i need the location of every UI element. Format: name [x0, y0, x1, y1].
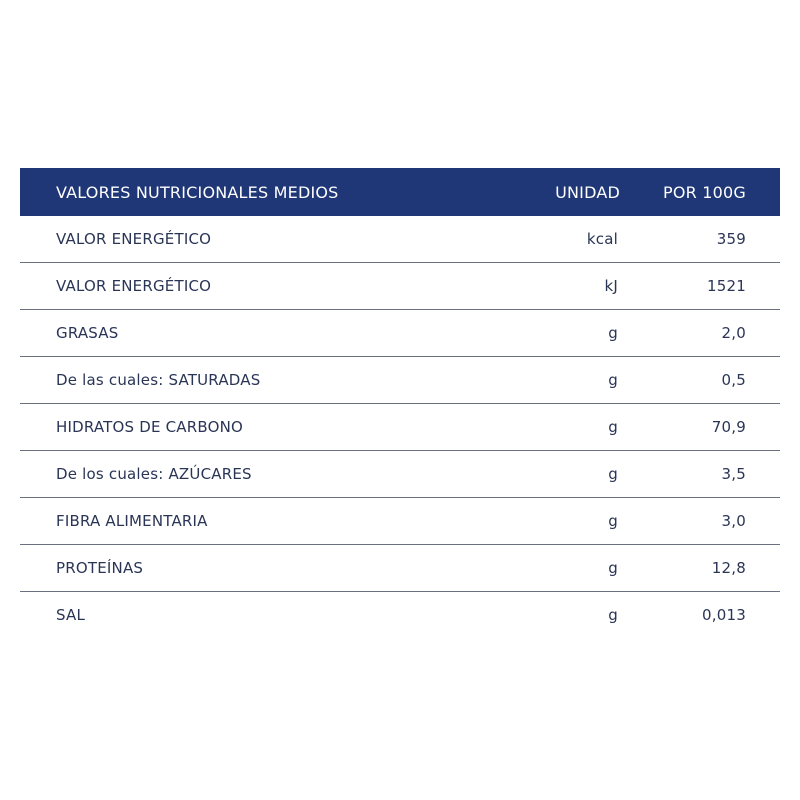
table-row: VALOR ENERGÉTICO kcal 359 [20, 216, 780, 263]
nutrient-unit: g [608, 465, 618, 483]
nutrient-value: 12,8 [711, 559, 746, 577]
table-row: De los cuales: AZÚCARES g 3,5 [20, 451, 780, 498]
nutrient-value: 1521 [707, 277, 746, 295]
nutrient-name: PROTEÍNAS [56, 559, 144, 577]
nutrient-unit: g [608, 324, 618, 342]
nutrient-name: GRASAS [56, 324, 119, 342]
nutrient-unit: kJ [604, 277, 618, 295]
table-row: VALOR ENERGÉTICO kJ 1521 [20, 263, 780, 310]
table-header: VALORES NUTRICIONALES MEDIOS UNIDAD POR … [20, 168, 780, 216]
nutrient-value: 3,0 [721, 512, 746, 530]
nutrient-value: 2,0 [721, 324, 746, 342]
table-row: HIDRATOS DE CARBONO g 70,9 [20, 404, 780, 451]
table-row: GRASAS g 2,0 [20, 310, 780, 357]
header-per-100g: POR 100G [663, 182, 746, 202]
nutrient-name: HIDRATOS DE CARBONO [56, 418, 244, 436]
nutrient-name: De las cuales: SATURADAS [56, 371, 261, 389]
nutrient-value: 0,013 [702, 606, 746, 624]
nutrient-name: De los cuales: AZÚCARES [56, 465, 252, 483]
nutrient-unit: g [608, 512, 618, 530]
header-nutrient: VALORES NUTRICIONALES MEDIOS [56, 182, 339, 202]
nutrient-value: 3,5 [721, 465, 746, 483]
nutrient-unit: g [608, 559, 618, 577]
nutrient-name: SAL [56, 606, 86, 624]
nutrition-table: VALORES NUTRICIONALES MEDIOS UNIDAD POR … [20, 168, 780, 638]
header-unit: UNIDAD [555, 182, 620, 202]
nutrient-name: VALOR ENERGÉTICO [56, 277, 212, 295]
table-row: PROTEÍNAS g 12,8 [20, 545, 780, 592]
nutrient-name: VALOR ENERGÉTICO [56, 230, 212, 248]
nutrient-unit: g [608, 418, 618, 436]
nutrient-value: 359 [716, 230, 746, 248]
nutrient-unit: g [608, 371, 618, 389]
table-row: De las cuales: SATURADAS g 0,5 [20, 357, 780, 404]
nutrient-unit: g [608, 606, 618, 624]
nutrient-value: 0,5 [721, 371, 746, 389]
table-row: FIBRA ALIMENTARIA g 3,0 [20, 498, 780, 545]
nutrient-value: 70,9 [711, 418, 746, 436]
nutrient-unit: kcal [586, 230, 618, 248]
nutrient-name: FIBRA ALIMENTARIA [56, 512, 208, 530]
table-row: SAL g 0,013 [20, 592, 780, 638]
